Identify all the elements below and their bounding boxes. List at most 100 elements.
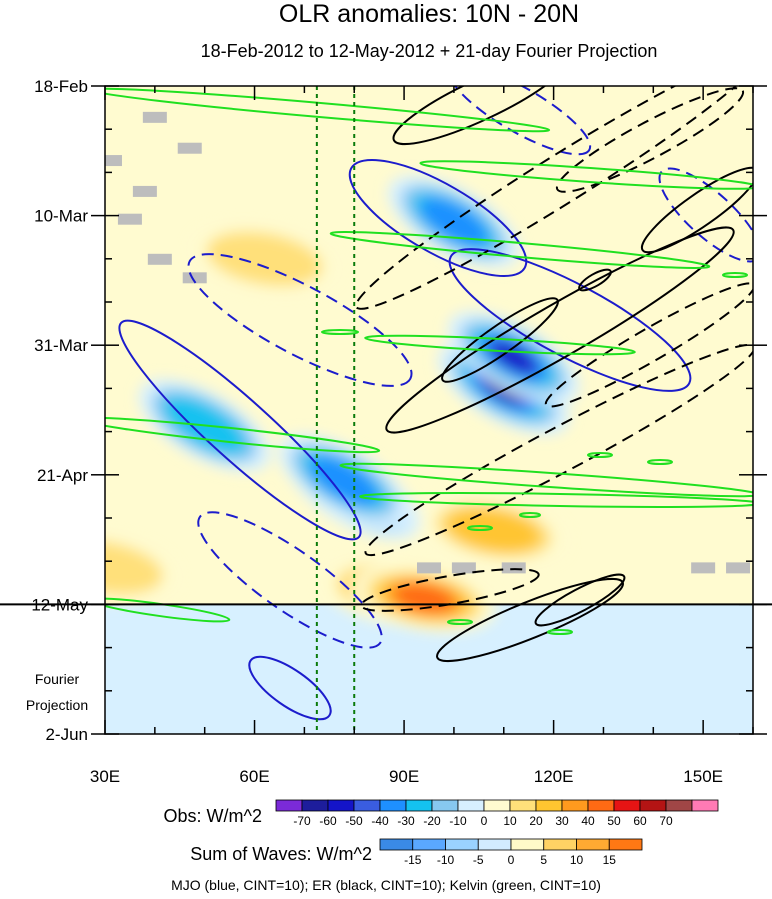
colorbar-swatch [327, 799, 355, 812]
y-tick-label: 2-Jun [45, 725, 88, 744]
kelvin-contour [547, 629, 573, 635]
colorbar-swatch [477, 838, 512, 851]
anomaly-level [206, 231, 323, 287]
reference-lines [315, 86, 356, 734]
x-tick-label: 90E [389, 767, 419, 786]
plot-frame [104, 85, 754, 735]
kelvin-contour [419, 160, 753, 190]
colorbar-swatch [412, 838, 446, 851]
colorbar-tick-label: 20 [529, 814, 543, 828]
colorbar-swatch [301, 799, 329, 812]
footnote: MJO (blue, CINT=10); ER (black, CINT=10)… [171, 877, 601, 893]
missing-data-patch [182, 272, 207, 284]
kelvin-contours [105, 87, 753, 635]
colorbar-swatch [535, 799, 563, 812]
colorbar-tick-label: -10 [437, 853, 455, 867]
y-tick-label: 31-Mar [34, 336, 88, 355]
colorbar-tick-label: 50 [607, 814, 621, 828]
missing-data-patch [726, 562, 751, 574]
missing-data-patch [451, 562, 476, 574]
er-negative-contour [385, 226, 735, 434]
colorbar-swatch [457, 799, 485, 812]
missing-data-patch [147, 253, 172, 265]
colorbar-tick-label: -5 [473, 853, 484, 867]
colorbar-swatch [587, 799, 615, 812]
colorbar-swatch [543, 838, 577, 851]
y-tick-label: 18-Feb [34, 77, 88, 96]
colorbar-swatch [561, 799, 589, 812]
kelvin-contour [329, 231, 711, 269]
mjo-positive-contour [448, 86, 592, 156]
kelvin-contour [105, 416, 381, 454]
er-contours [355, 86, 753, 663]
anomaly-level [492, 342, 536, 373]
er-positive-contour [364, 343, 753, 557]
anomaly-feature [351, 564, 497, 633]
mjo-negative-contour [248, 655, 332, 721]
colorbar-swatch [510, 838, 545, 851]
colorbar-tick-label: 30 [555, 814, 569, 828]
colorbar-swatch [445, 838, 479, 851]
anomaly-feature [191, 224, 338, 293]
y-axis: 18-Feb 10-Mar 31-Mar 21-Apr 12-May 2-Jun [31, 77, 767, 744]
colorbar-swatch [509, 799, 537, 812]
missing-data-patch [417, 562, 441, 574]
kelvin-contour [447, 619, 473, 625]
obs-colorbar-title: Obs: W/m^2 [164, 806, 262, 826]
colorbar-tick-label: 10 [570, 853, 584, 867]
mjo-negative-contour [448, 248, 692, 392]
mjo-positive-contour [658, 167, 753, 263]
missing-data-patch [501, 562, 526, 574]
mjo-contours [118, 86, 753, 721]
x-tick-label: 60E [239, 767, 269, 786]
colorbar-swatch [379, 838, 414, 851]
colorbar-tick-label: -20 [423, 814, 441, 828]
missing-data-patch [132, 185, 157, 197]
kelvin-contour [587, 452, 613, 458]
er-positive-contour [355, 86, 753, 310]
missing-data-patches [105, 111, 751, 574]
x-axis: 30E 60E 90E 120E 150E [90, 86, 754, 786]
colorbar-swatch [608, 838, 643, 851]
y-tick-label: 21-Apr [37, 466, 88, 485]
kelvin-contour [364, 334, 636, 356]
x-tick-label: 150E [683, 767, 723, 786]
er-negative-contour [578, 268, 612, 292]
colorbar-tick-label: 40 [581, 814, 595, 828]
er-positive-contour [544, 282, 753, 408]
colorbar-tick-label: 70 [659, 814, 673, 828]
colorbar-swatch [353, 799, 381, 812]
colorbar-swatch [379, 799, 407, 812]
anomaly-level [310, 457, 378, 505]
colorbar-tick-label: -60 [319, 814, 337, 828]
colorbar-swatch [275, 799, 303, 812]
y-tick-label: 10-Mar [34, 207, 88, 226]
kelvin-contour [339, 462, 753, 498]
er-negative-contour [640, 166, 753, 254]
er-negative-contour [534, 573, 626, 627]
colorbar-swatch [405, 799, 433, 812]
kelvin-contour [321, 329, 359, 335]
projection-label-line2: Projection [26, 697, 88, 713]
er-negative-contour [392, 86, 568, 146]
projection-label-line1: Fourier [35, 671, 80, 687]
colorbar-swatch [613, 799, 641, 812]
colorbar-tick-label: 60 [633, 814, 647, 828]
colorbar-tick-label: -15 [404, 853, 422, 867]
kelvin-contour [647, 459, 673, 465]
x-tick-label: 120E [534, 767, 574, 786]
colorbar-tick-label: -50 [345, 814, 363, 828]
anomaly-field [105, 175, 580, 633]
missing-data-patch [142, 111, 167, 123]
kelvin-contour [519, 512, 541, 518]
chart-title: OLR anomalies: 10N - 20N [279, 0, 579, 28]
er-positive-contour [360, 568, 540, 612]
colorbar-swatch [639, 799, 667, 812]
colorbar-swatch [576, 838, 610, 851]
x-tick-label: 30E [90, 767, 120, 786]
colorbar-tick-label: -30 [397, 814, 415, 828]
kelvin-contour [467, 525, 493, 531]
plot-area [105, 86, 753, 734]
colorbar-tick-label: -70 [293, 814, 311, 828]
